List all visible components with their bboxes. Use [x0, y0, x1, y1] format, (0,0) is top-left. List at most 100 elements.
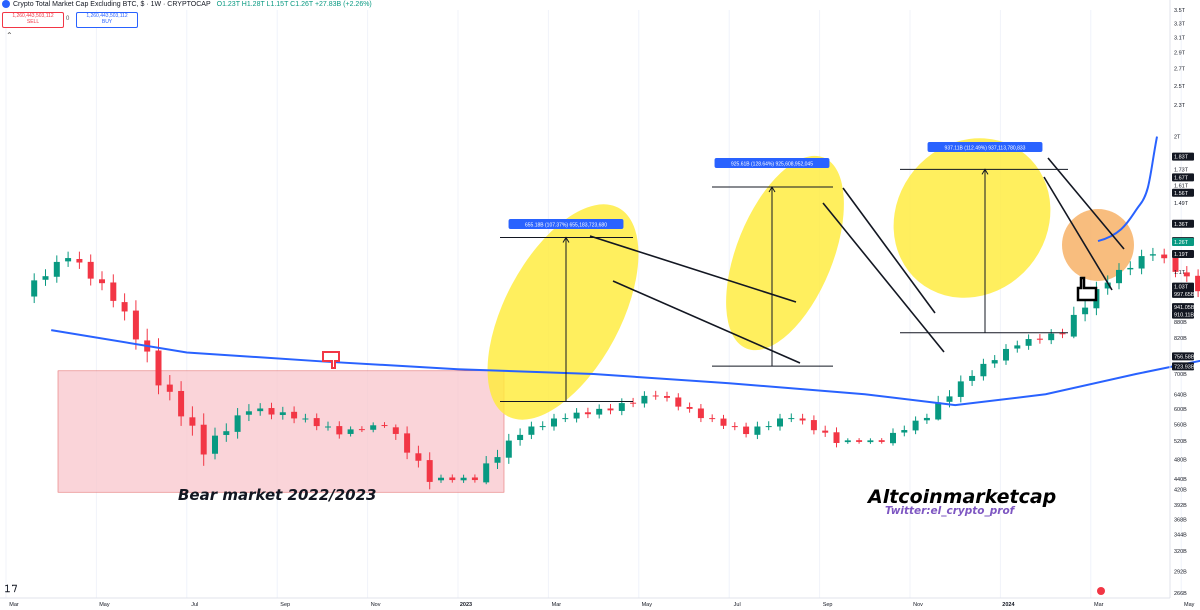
candle-body: [121, 302, 128, 312]
buy-button[interactable]: 1,260,443,503,112 BUY: [76, 12, 138, 28]
candle: [336, 421, 343, 439]
price-label-badge: [1172, 303, 1194, 312]
candle-body: [392, 427, 399, 434]
candle-body: [1059, 333, 1066, 335]
impulse-highlight: [893, 138, 1051, 298]
price-label-badge: [1172, 289, 1194, 298]
candle-body: [426, 460, 433, 482]
y-tick-label: 3.5T: [1174, 8, 1186, 14]
collapse-chevron-icon[interactable]: ⌃: [6, 31, 13, 40]
chart-header: Crypto Total Market Cap Excluding BTC, $…: [0, 0, 372, 12]
y-tick-label: 292B: [1174, 570, 1187, 576]
candle-body: [178, 390, 185, 417]
price-label-badge: [1172, 152, 1194, 161]
price-label-badge: [1172, 173, 1194, 182]
x-tick-label: Mar: [552, 602, 562, 608]
candle-body: [257, 408, 264, 412]
candle-body: [1149, 254, 1156, 256]
candle-body: [505, 440, 512, 458]
candle-body: [381, 425, 388, 427]
candle-body: [1014, 345, 1021, 349]
candle: [65, 251, 72, 267]
candle-body: [31, 280, 38, 297]
candle-body: [404, 433, 411, 453]
candle: [675, 393, 682, 411]
candle: [935, 395, 942, 421]
y-tick-label: 266B: [1174, 591, 1187, 597]
price-label: 910.11B: [1174, 313, 1194, 319]
candle-body: [234, 415, 241, 432]
candle: [1003, 344, 1009, 365]
candle: [833, 427, 840, 448]
candle: [268, 402, 275, 420]
current-price-badge: [1172, 237, 1194, 246]
candle-body: [810, 420, 817, 431]
chart-title: Crypto Total Market Cap Excluding BTC, $…: [13, 0, 211, 8]
candle-body: [245, 411, 252, 415]
measure-label-bg: [508, 219, 624, 229]
candle-body: [754, 426, 761, 435]
candle-body: [562, 418, 569, 420]
price-label: 997.65B: [1174, 292, 1195, 298]
trendline: [612, 280, 801, 364]
price-label-badge: [1172, 362, 1194, 371]
price-label: 1.67T: [1174, 175, 1189, 181]
candle: [505, 433, 512, 464]
candle: [426, 452, 433, 490]
candle: [1127, 261, 1134, 276]
y-tick-label: 1.61T: [1174, 184, 1189, 190]
candle: [822, 425, 829, 437]
candle-body: [438, 477, 444, 481]
candle-body: [630, 402, 637, 404]
candle-body: [212, 435, 218, 454]
sell-button[interactable]: 1,260,443,503,112 SELL: [2, 12, 64, 28]
candle-body: [935, 402, 942, 420]
candle: [245, 404, 252, 422]
pointing-hand-down-icon: [322, 351, 340, 369]
candle-body: [980, 363, 987, 377]
candle-body: [53, 261, 60, 277]
candle: [347, 426, 354, 437]
candle: [257, 403, 264, 416]
candle: [1183, 266, 1190, 282]
candle: [1036, 334, 1043, 344]
candle: [652, 390, 659, 400]
candle: [212, 427, 218, 460]
y-tick-label: 2.3T: [1174, 103, 1186, 109]
x-tick-label: Sep: [280, 602, 290, 608]
buy-price: 1,260,443,503,112: [86, 13, 128, 19]
measure-tool: 655.18B (107.37%) 655,183,723,680: [500, 219, 633, 402]
candle-body: [1070, 314, 1077, 337]
y-tick-label: 560B: [1174, 422, 1187, 428]
candle: [449, 474, 456, 483]
measure-tool: 925.61B (128.64%) 925,608,952,045: [712, 158, 833, 367]
candle-body: [483, 463, 490, 483]
candle-body: [709, 418, 716, 420]
candle: [517, 428, 524, 446]
y-tick-label: 2T: [1174, 135, 1181, 141]
candle-body: [573, 412, 580, 419]
candle: [110, 274, 117, 308]
price-label-badge: [1172, 282, 1194, 291]
candle: [697, 404, 704, 423]
candle: [31, 273, 38, 304]
impulse-highlight: [487, 204, 639, 420]
candle-body: [358, 429, 365, 431]
bear-market-label: Bear market 2022/2023: [178, 486, 376, 504]
x-tick-label: May: [99, 602, 110, 608]
candle: [720, 414, 727, 430]
candle-body: [652, 395, 659, 397]
y-tick-label: 600B: [1174, 407, 1187, 413]
candle-body: [969, 375, 976, 381]
twitter-handle: Twitter:el_crypto_prof: [885, 505, 1016, 517]
candle: [686, 402, 693, 413]
x-tick-label: Jul: [191, 602, 198, 608]
candle: [731, 422, 738, 431]
price-label: 941.05B: [1174, 305, 1195, 311]
candle: [53, 255, 60, 283]
candle: [1161, 248, 1168, 264]
candle: [76, 251, 83, 269]
candle-body: [279, 412, 286, 415]
candle: [42, 269, 49, 286]
